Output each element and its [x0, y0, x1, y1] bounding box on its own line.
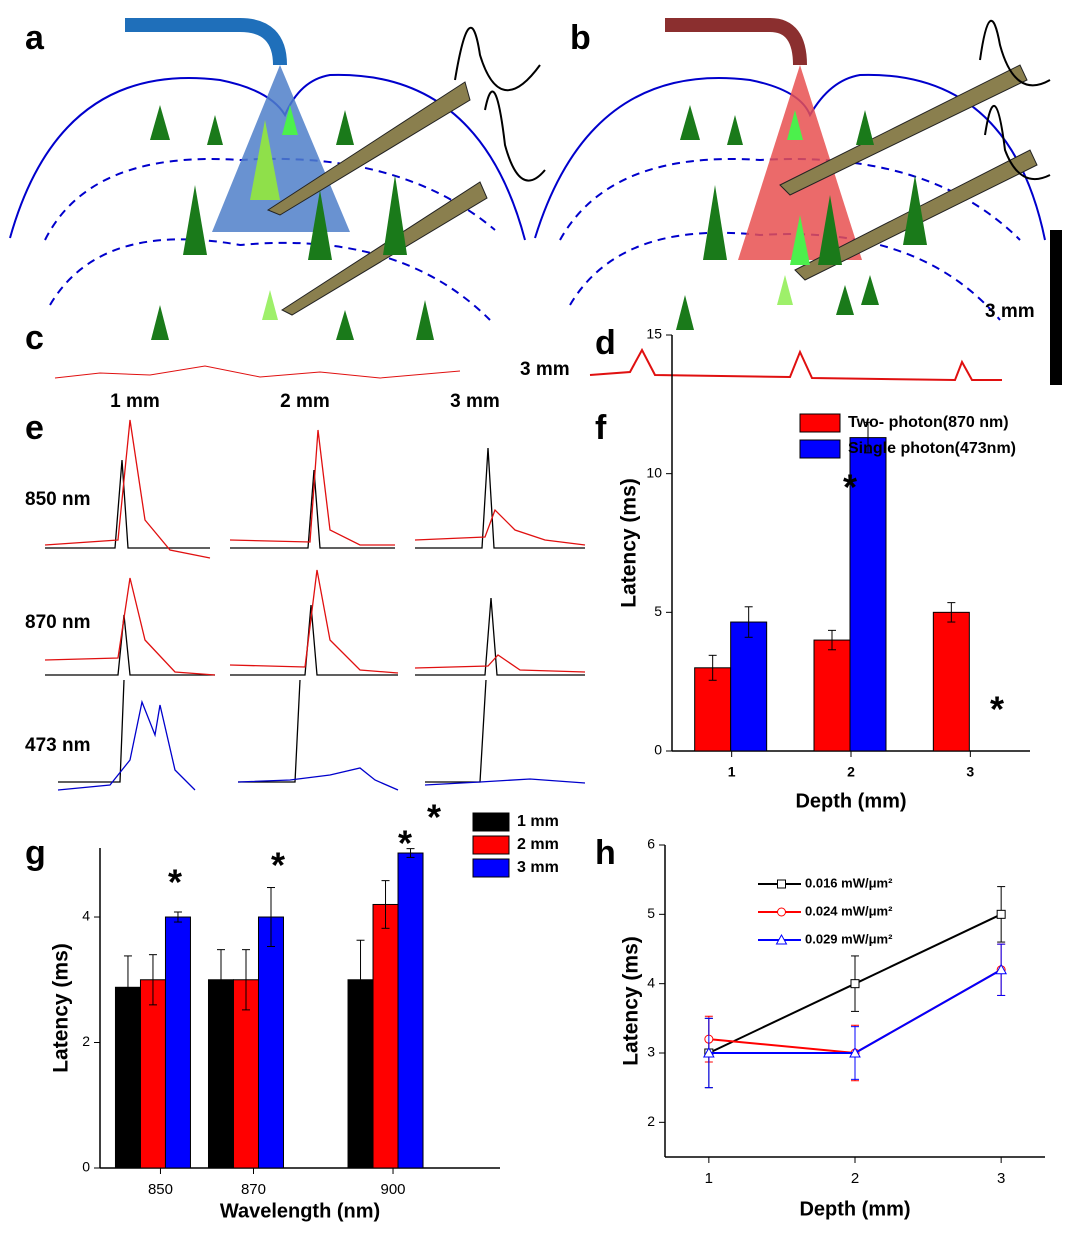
bar: [164, 916, 191, 1169]
x-tick-label: 1: [728, 764, 736, 780]
y-tick-label: 10: [646, 464, 662, 480]
panel-label: g: [25, 834, 46, 872]
legend-swatch: [799, 413, 841, 433]
panel-label: b: [570, 19, 591, 57]
marker: [996, 909, 1006, 919]
marker: [849, 1046, 861, 1058]
x-tick-label: 2: [851, 1170, 859, 1187]
y-tick-label: 0: [654, 742, 662, 758]
y-tick-label: 6: [647, 836, 655, 852]
legend-label: 0.016 mW/μm²: [805, 875, 893, 890]
column-label: 3 mm: [450, 391, 500, 412]
y-axis-label: Latency (ms): [50, 943, 73, 1073]
y-tick-label: 5: [654, 603, 662, 619]
legend-label: 1 mm: [517, 813, 559, 830]
panel-label: c: [25, 319, 44, 357]
illustration-a: [9, 18, 546, 321]
panel-label: e: [25, 409, 44, 447]
panel-label: d: [595, 324, 616, 362]
marker: [702, 1046, 715, 1058]
x-tick-label: 1: [705, 1170, 713, 1187]
y-axis-label: Latency (ms): [620, 936, 643, 1066]
illustration-b: [534, 18, 1051, 321]
marker: [995, 963, 1008, 975]
legend-swatch: [472, 835, 510, 855]
legend-label: 3 mm: [517, 859, 559, 876]
bar: [207, 979, 234, 1169]
scale-label: 3 mm: [985, 301, 1035, 322]
annotation: *: [271, 845, 285, 886]
neurons-a: [150, 105, 434, 340]
annotation: *: [398, 823, 412, 864]
y-tick-label: 4: [82, 908, 90, 924]
x-axis-label: Wavelength (nm): [220, 1200, 380, 1222]
legend-label: 2 mm: [517, 836, 559, 853]
legend-label: 0.024 mW/μm²: [805, 903, 893, 918]
legend-label: Single photon(473nm): [848, 440, 1016, 457]
legend-swatch: [472, 858, 510, 878]
legend-label: 0.029 mW/μm²: [805, 931, 893, 946]
scale-bar: [1050, 230, 1062, 385]
neurons-b: [676, 105, 927, 330]
y-tick-label: 0: [82, 1159, 90, 1175]
legend-label: Two- photon(870 nm): [848, 414, 1009, 431]
annotation: *: [843, 467, 857, 508]
x-tick-label: 870: [241, 1181, 266, 1198]
traces-e: [44, 419, 586, 791]
bar: [397, 852, 424, 1169]
y-tick-label: 2: [82, 1033, 90, 1049]
column-label: 1 mm: [110, 391, 160, 412]
x-tick-label: 3: [966, 764, 974, 780]
x-tick-label: 900: [381, 1181, 406, 1198]
panel-label: f: [595, 409, 607, 447]
y-tick-label: 2: [647, 1113, 655, 1129]
row-label: 850 nm: [25, 489, 90, 510]
panel-label: a: [25, 19, 45, 57]
annotation: *: [427, 797, 441, 838]
x-tick-label: 850: [148, 1181, 173, 1198]
y-tick-label: 5: [647, 905, 655, 921]
y-tick-label: 3: [647, 1044, 655, 1060]
legend-swatch: [799, 439, 841, 459]
marker: [775, 933, 788, 945]
y-tick-label: 4: [647, 974, 655, 990]
x-axis-label: Depth (mm): [799, 1198, 910, 1220]
bar: [932, 611, 970, 752]
bar: [257, 916, 284, 1169]
bar: [813, 639, 851, 752]
bar: [849, 437, 887, 752]
trace-c: [54, 365, 461, 379]
bar: [730, 621, 768, 752]
scale-label: 3 mm: [520, 359, 570, 380]
annotation: *: [168, 862, 182, 903]
x-tick-label: 3: [997, 1170, 1005, 1187]
y-axis-label: Latency (ms): [618, 478, 641, 608]
y-tick-label: 15: [646, 326, 662, 342]
marker: [850, 979, 860, 989]
bar: [372, 903, 399, 1169]
marker: [777, 907, 786, 917]
row-label: 473 nm: [25, 735, 90, 756]
column-label: 2 mm: [280, 391, 330, 412]
bar: [139, 979, 166, 1169]
annotation: *: [990, 689, 1004, 730]
x-axis-label: Depth (mm): [795, 790, 906, 812]
marker: [777, 879, 786, 889]
x-tick-label: 2: [847, 764, 855, 780]
trace-d: [589, 347, 1002, 382]
legend-swatch: [472, 812, 510, 832]
panel-label: h: [595, 834, 616, 872]
row-label: 870 nm: [25, 612, 90, 633]
